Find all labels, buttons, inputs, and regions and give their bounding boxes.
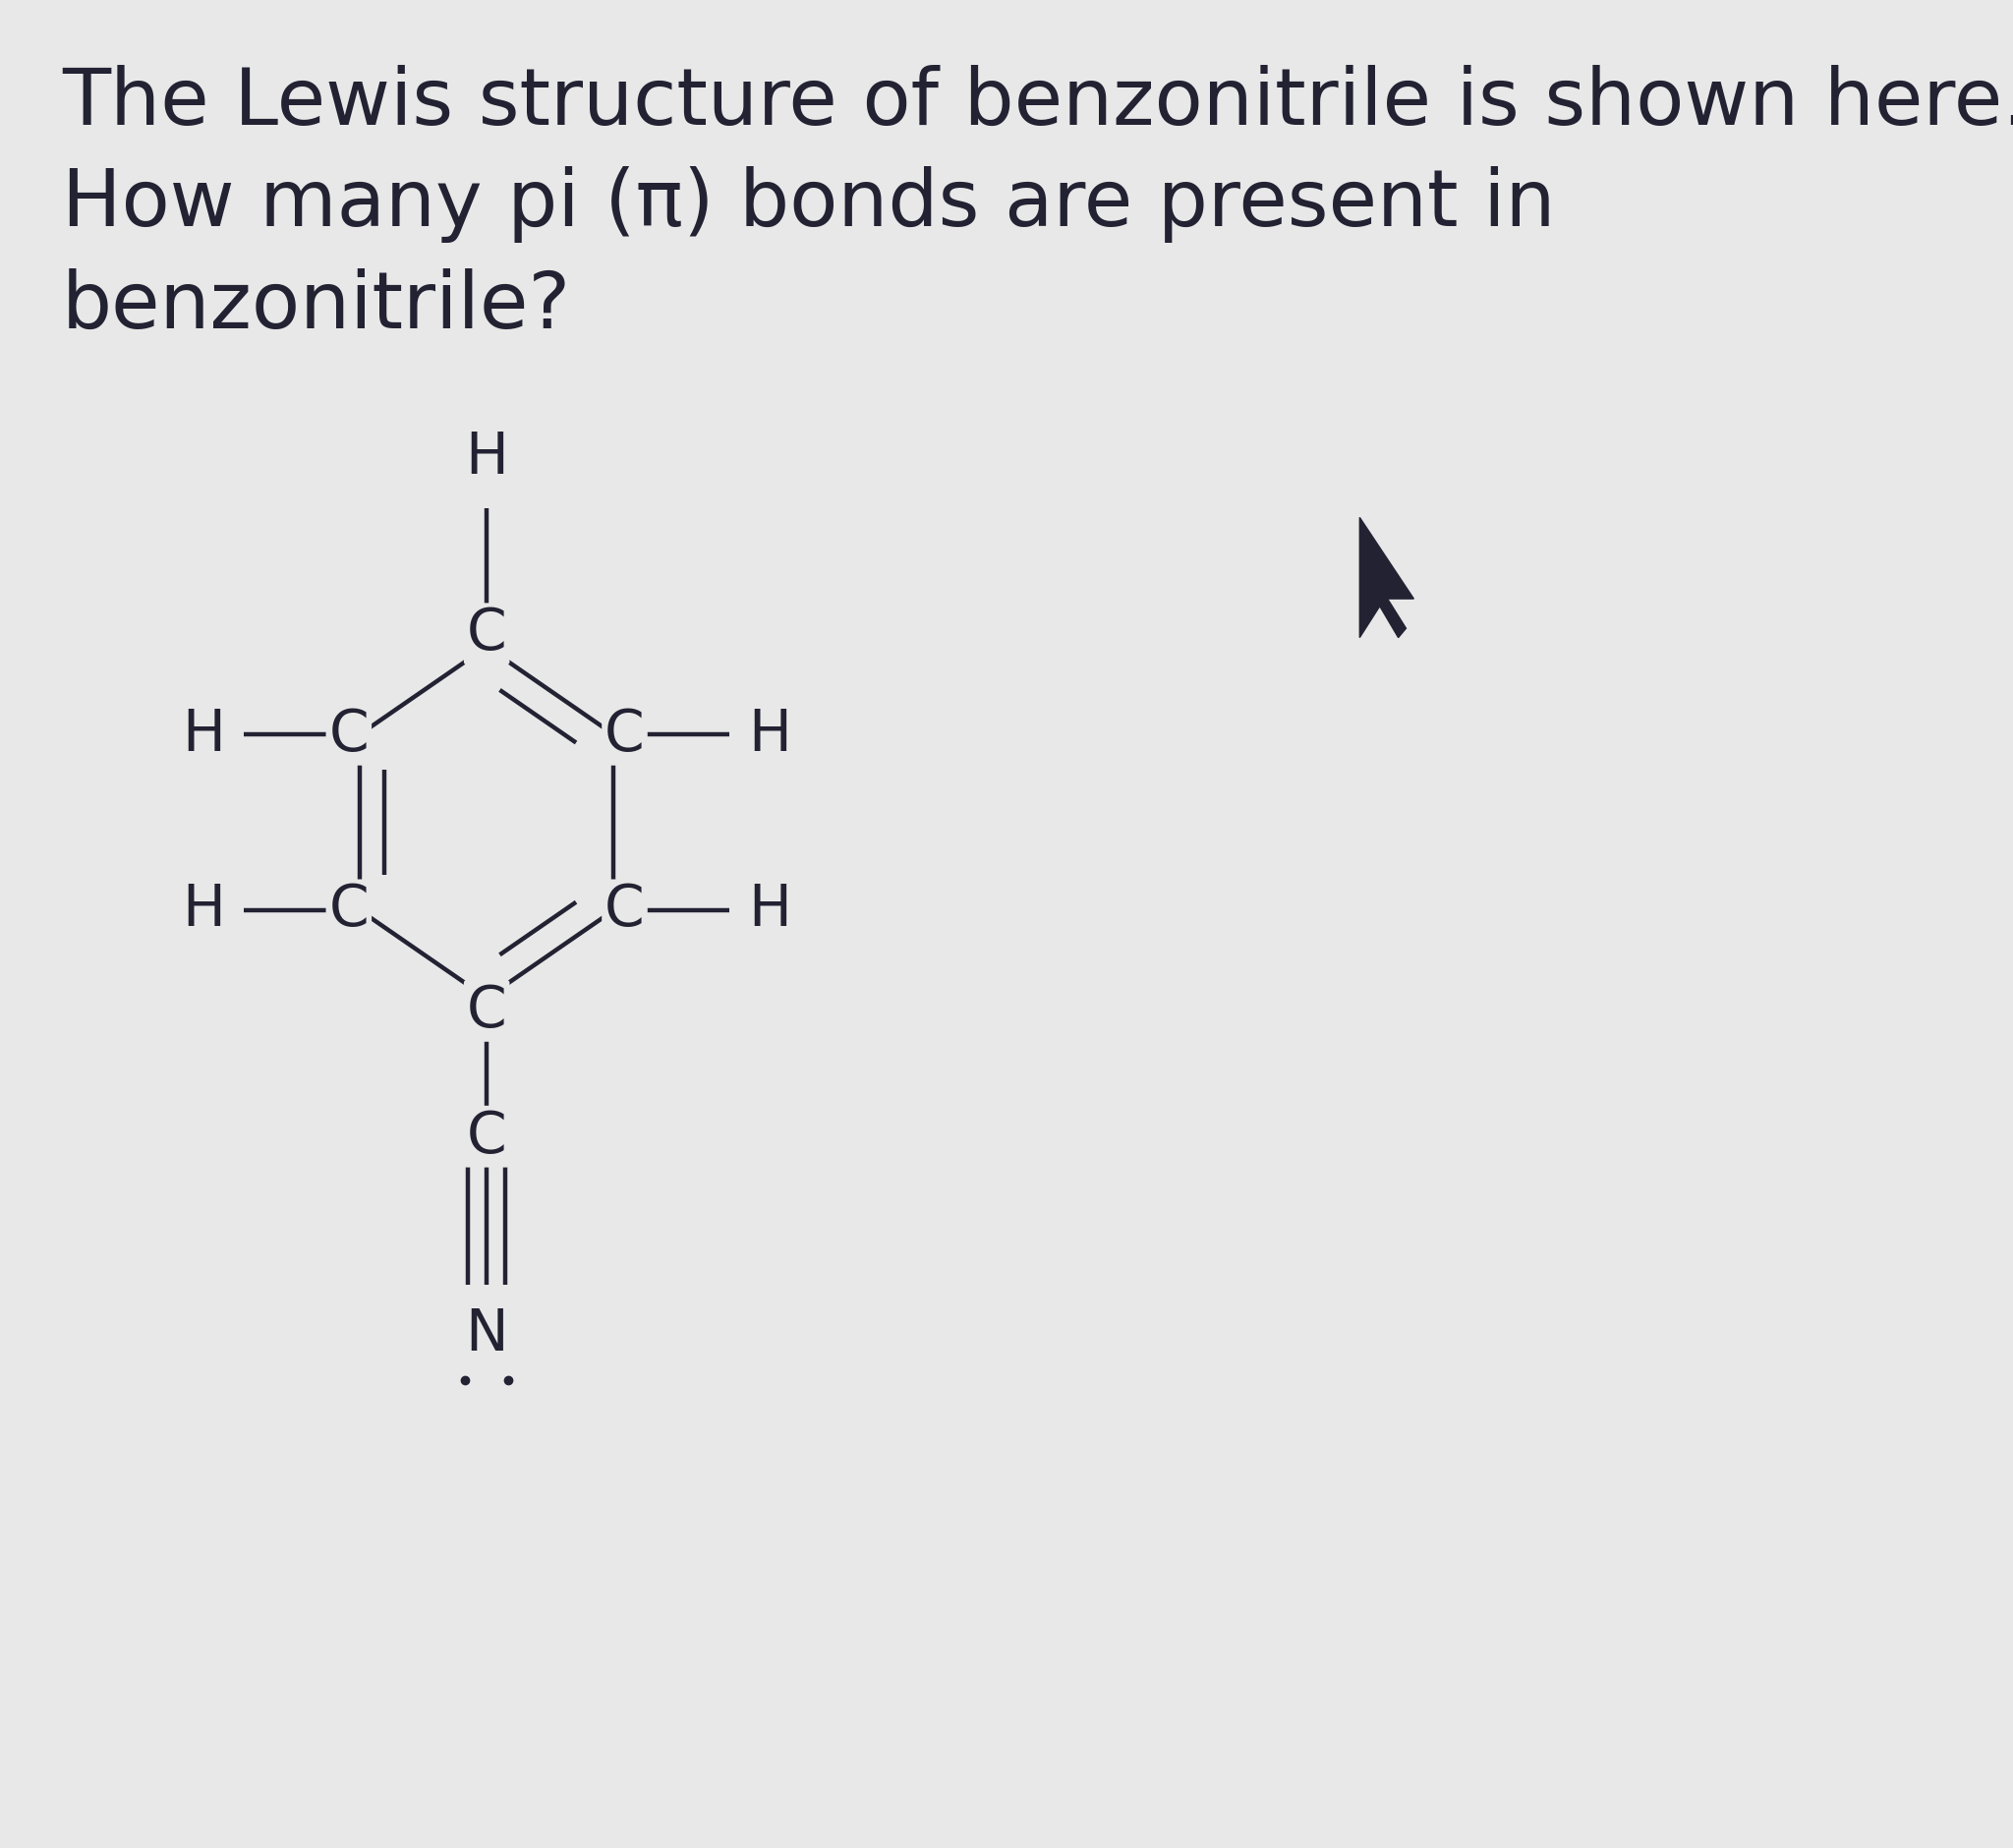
Polygon shape [1359,517,1413,638]
Text: The Lewis structure of benzonitrile is shown here.: The Lewis structure of benzonitrile is s… [62,65,2013,140]
Text: C: C [467,1109,507,1164]
Text: C: C [604,706,644,763]
Text: H: H [181,706,225,763]
Text: N: N [465,1307,507,1362]
Text: C: C [604,881,644,939]
Text: benzonitrile?: benzonitrile? [62,268,572,344]
Text: How many pi (π) bonds are present in: How many pi (π) bonds are present in [62,166,1556,242]
Text: H: H [749,706,791,763]
Text: C: C [467,983,507,1039]
Text: H: H [749,881,791,939]
Text: C: C [328,706,368,763]
Text: H: H [465,431,507,486]
Text: C: C [467,606,507,662]
Text: C: C [328,881,368,939]
Text: H: H [181,881,225,939]
